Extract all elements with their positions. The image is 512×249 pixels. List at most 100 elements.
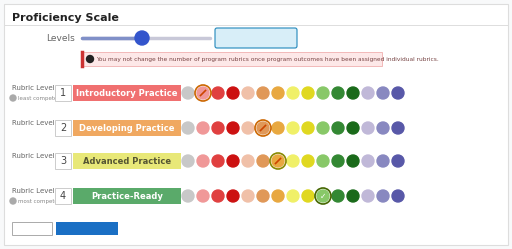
Text: Rubric Level: Rubric Level — [12, 188, 55, 194]
Circle shape — [212, 190, 224, 202]
Circle shape — [362, 87, 374, 99]
Circle shape — [377, 87, 389, 99]
Circle shape — [302, 87, 314, 99]
Circle shape — [287, 87, 299, 99]
Circle shape — [332, 190, 344, 202]
Circle shape — [257, 122, 269, 134]
Circle shape — [212, 122, 224, 134]
Text: Developing Practice: Developing Practice — [79, 124, 175, 132]
Text: i: i — [12, 96, 14, 101]
Circle shape — [197, 87, 209, 99]
FancyBboxPatch shape — [82, 52, 382, 66]
Text: CANCEL: CANCEL — [17, 226, 47, 232]
Circle shape — [362, 190, 374, 202]
Circle shape — [227, 190, 239, 202]
Circle shape — [182, 190, 194, 202]
Text: Rubric Level: Rubric Level — [12, 85, 55, 91]
Circle shape — [182, 155, 194, 167]
Circle shape — [272, 122, 284, 134]
Circle shape — [10, 95, 16, 101]
Circle shape — [317, 190, 329, 202]
FancyBboxPatch shape — [73, 120, 181, 136]
Text: Levels: Levels — [46, 34, 75, 43]
FancyBboxPatch shape — [73, 153, 181, 169]
FancyBboxPatch shape — [55, 153, 71, 169]
Circle shape — [287, 122, 299, 134]
Text: Advanced Practice: Advanced Practice — [83, 157, 171, 166]
Text: i: i — [89, 57, 91, 62]
Circle shape — [242, 87, 254, 99]
FancyBboxPatch shape — [55, 120, 71, 136]
Circle shape — [197, 190, 209, 202]
Circle shape — [197, 155, 209, 167]
Text: 2: 2 — [60, 123, 66, 133]
Circle shape — [242, 155, 254, 167]
Text: 4 rubric levels: 4 rubric levels — [222, 34, 290, 43]
Circle shape — [182, 122, 194, 134]
Circle shape — [362, 155, 374, 167]
Text: Proficiency Scale: Proficiency Scale — [12, 13, 119, 23]
Circle shape — [87, 56, 94, 62]
Circle shape — [287, 190, 299, 202]
Circle shape — [332, 155, 344, 167]
FancyBboxPatch shape — [4, 4, 508, 245]
Circle shape — [317, 122, 329, 134]
Text: Rubric Level: Rubric Level — [12, 153, 55, 159]
Circle shape — [347, 87, 359, 99]
Text: 3: 3 — [60, 156, 66, 166]
FancyBboxPatch shape — [73, 188, 181, 204]
Circle shape — [242, 122, 254, 134]
Text: Practice-Ready: Practice-Ready — [91, 191, 163, 200]
FancyBboxPatch shape — [55, 188, 71, 204]
Circle shape — [182, 87, 194, 99]
Circle shape — [332, 87, 344, 99]
FancyBboxPatch shape — [56, 222, 118, 235]
Circle shape — [392, 190, 404, 202]
Circle shape — [317, 87, 329, 99]
FancyBboxPatch shape — [55, 85, 71, 101]
Circle shape — [197, 122, 209, 134]
Circle shape — [302, 155, 314, 167]
Circle shape — [302, 122, 314, 134]
Text: Rubric Level: Rubric Level — [12, 120, 55, 126]
Circle shape — [272, 87, 284, 99]
Text: least competent: least competent — [18, 96, 63, 101]
Circle shape — [227, 122, 239, 134]
Circle shape — [362, 122, 374, 134]
Circle shape — [287, 155, 299, 167]
Circle shape — [332, 122, 344, 134]
Circle shape — [227, 155, 239, 167]
Circle shape — [10, 198, 16, 204]
Text: You may not change the number of program rubrics once program outcomes have been: You may not change the number of program… — [96, 57, 439, 62]
Circle shape — [272, 190, 284, 202]
FancyBboxPatch shape — [73, 85, 181, 101]
Circle shape — [377, 155, 389, 167]
Circle shape — [392, 87, 404, 99]
Text: 1: 1 — [60, 88, 66, 98]
Circle shape — [377, 190, 389, 202]
Text: Introductory Practice: Introductory Practice — [76, 88, 178, 98]
Circle shape — [302, 190, 314, 202]
Circle shape — [242, 190, 254, 202]
Circle shape — [257, 87, 269, 99]
Circle shape — [272, 155, 284, 167]
Text: i: i — [12, 198, 14, 203]
Circle shape — [212, 87, 224, 99]
Circle shape — [392, 155, 404, 167]
FancyBboxPatch shape — [215, 28, 297, 48]
Circle shape — [257, 155, 269, 167]
FancyBboxPatch shape — [12, 222, 52, 235]
Text: most competent: most competent — [18, 198, 63, 203]
Circle shape — [227, 87, 239, 99]
Text: SAVE RUBRICS: SAVE RUBRICS — [58, 226, 115, 232]
Text: 4: 4 — [60, 191, 66, 201]
Circle shape — [347, 190, 359, 202]
Circle shape — [257, 190, 269, 202]
Circle shape — [317, 155, 329, 167]
Circle shape — [347, 155, 359, 167]
Text: ✓: ✓ — [320, 191, 326, 200]
Circle shape — [347, 122, 359, 134]
Circle shape — [377, 122, 389, 134]
Circle shape — [135, 31, 149, 45]
Circle shape — [212, 155, 224, 167]
